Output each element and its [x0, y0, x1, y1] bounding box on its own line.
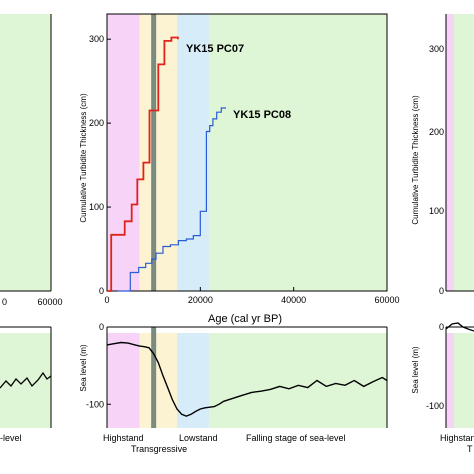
left-sea-level-curve	[0, 371, 52, 389]
marker-line-upper	[151, 14, 157, 291]
right-side-panel: 300 200 100 0 Cumulative Turbidite Thick…	[411, 14, 474, 454]
y-tick-label-100: 100	[89, 202, 104, 212]
right-sea-tick-0: 0	[439, 322, 444, 332]
right-highstand-bg	[446, 14, 454, 291]
right-sea-plot-bg	[451, 333, 474, 428]
y-tick-label-300: 300	[89, 34, 104, 44]
zone-lower-falling-stage-of-sea-level	[209, 333, 387, 428]
right-bottom-label-highstand: Highstan	[440, 433, 474, 443]
sea-y-tick-label-0: 0	[99, 322, 104, 332]
right-y-tick-300: 300	[429, 44, 444, 54]
sea-y-tick-label--100: -100	[86, 399, 104, 409]
left-sea-label: -level	[0, 433, 22, 443]
x-tick-label-60000: 60000	[374, 295, 399, 305]
zone-upper-highstand	[107, 14, 140, 291]
zone-label-lowstand: Lowstand	[179, 433, 218, 443]
right-bottom-label-t: T	[467, 444, 473, 454]
pc08-label: YK15 PC08	[233, 109, 291, 121]
right-upper-plot-bg	[451, 14, 474, 291]
left-side-panel: 0 60000 -level	[0, 14, 63, 443]
main-panel: 0 100 200 300 0 20000 40000 60000 -100 0 YK15 PC…	[79, 13, 400, 454]
zone-lower-transgressive	[139, 333, 177, 428]
sea-level-axes: -100 0	[86, 322, 388, 428]
right-y-tick-200: 200	[429, 127, 444, 137]
series-line-yk15-pc08	[117, 107, 226, 292]
x-tick-label-0: 0	[104, 295, 109, 305]
zone-upper-lowstand	[177, 14, 210, 291]
left-sea-plot-bg	[0, 333, 51, 428]
zone-label-falling-stage: Falling stage of sea-level	[246, 433, 346, 443]
pc07-label: YK15 PC07	[186, 43, 244, 55]
sea-y-axis-label: Sea level (m)	[79, 344, 88, 391]
turbidite-plot-frame	[106, 13, 388, 292]
right-sea-tick-minus100: -100	[426, 401, 444, 411]
x-tick-label-40000: 40000	[281, 295, 306, 305]
x-axis-label: Age (cal yr BP)	[208, 313, 282, 325]
right-y-tick-0: 0	[439, 286, 444, 296]
y-tick-label-200: 200	[89, 118, 104, 128]
y-axis-label: Cumulative Turbidite Thickness (cm)	[79, 93, 88, 223]
zone-upper-falling-stage-of-sea-level	[209, 14, 387, 291]
zone-label-highstand: Highstand	[103, 433, 144, 443]
right-sea-y-label: Sea level (m)	[411, 346, 420, 393]
zone-backgrounds-lower	[107, 333, 387, 428]
right-y-tick-100: 100	[429, 206, 444, 216]
sea-level-series	[106, 341, 388, 417]
left-x-tick-0: 0	[2, 297, 7, 307]
right-y-axis-label: Cumulative Turbidite Thickness (cm)	[411, 95, 420, 225]
zone-upper-transgressive	[139, 14, 177, 291]
zone-backgrounds-upper	[107, 14, 387, 291]
left-upper-plot-bg	[0, 14, 51, 291]
turbidite-axes: 0 100 200 300 0 20000 40000 60000	[89, 13, 400, 305]
marker-line-lower	[151, 327, 157, 428]
x-tick-label-20000: 20000	[188, 295, 213, 305]
y-tick-label-0: 0	[99, 286, 104, 296]
series-line-yk15-pc07	[107, 36, 179, 292]
right-sea-highstand-bg	[446, 333, 454, 428]
zone-label-transgressive: Transgressive	[131, 444, 187, 454]
right-sea-level-curve	[445, 322, 474, 332]
left-x-tick-60000: 60000	[37, 297, 62, 307]
turbidite-series	[107, 36, 226, 292]
zone-lower-highstand	[107, 333, 140, 428]
sea-level-curve	[106, 341, 388, 417]
